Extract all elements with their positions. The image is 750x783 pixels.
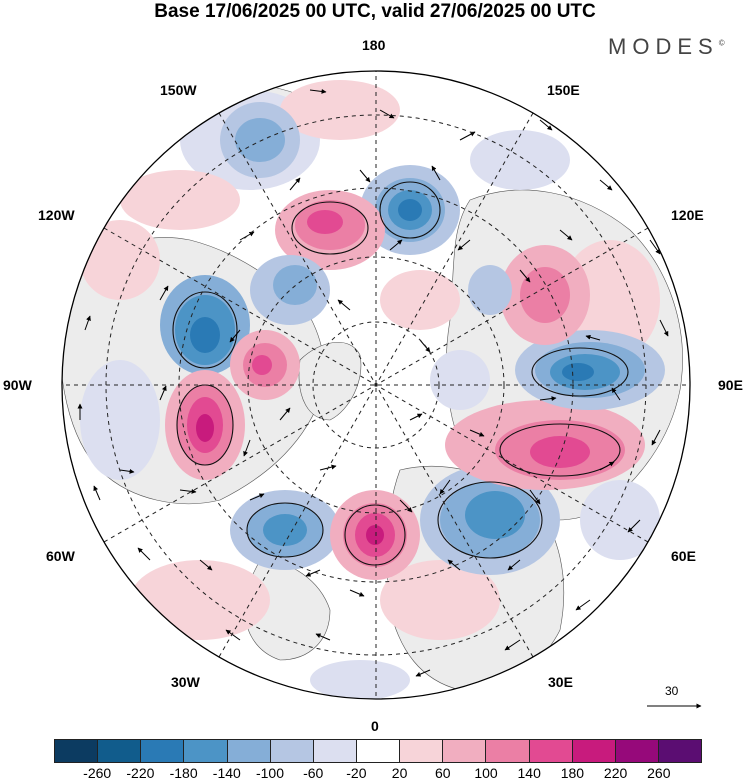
colorbar-swatch [227, 740, 271, 762]
lon-label-90e: 90E [718, 377, 743, 393]
lon-label-30w: 30W [171, 674, 200, 690]
colorbar-swatch [184, 740, 228, 762]
lon-label-0: 0 [371, 718, 379, 734]
colorbar-tick-label: -100 [255, 765, 285, 781]
colorbar-tick-label: 100 [474, 765, 498, 781]
colorbar-swatch [356, 740, 401, 762]
colorbar-ticks: -260 -220 -180 -140 -100 -60 -20 20 60 100 140 180 2… [54, 764, 702, 782]
lon-label-180: 180 [362, 37, 386, 53]
lon-label-120w: 120W [38, 207, 75, 223]
colorbar-swatch [572, 740, 616, 762]
lon-label-150e: 150E [547, 82, 580, 98]
lon-label-60w: 60W [46, 548, 75, 564]
colorbar-swatch [400, 740, 444, 762]
map-field [62, 71, 690, 699]
colorbar-tick-label: 20 [391, 765, 408, 781]
greenland-land [298, 342, 362, 421]
brand-logo: MODES© [608, 34, 725, 60]
colorbar-tick-label: -20 [346, 765, 367, 781]
colorbar-swatch [313, 740, 357, 762]
reference-vector-label: 30 [665, 684, 679, 698]
colorbar-swatch [270, 740, 314, 762]
colorbar-swatch [486, 740, 530, 762]
lon-label-90w: 90W [3, 377, 32, 393]
map-border [61, 70, 691, 700]
colorbar-swatch [98, 740, 142, 762]
colorbar-tick-label: 140 [517, 765, 541, 781]
lon-label-150w: 150W [160, 82, 197, 98]
colorbar [54, 739, 702, 763]
colorbar-swatch [443, 740, 487, 762]
colorbar-tick-label: 180 [560, 765, 585, 781]
graticule [62, 71, 690, 699]
page-title: Base 17/06/2025 00 UTC, valid 27/06/2025… [154, 1, 596, 22]
lon-label-120e: 120E [671, 207, 704, 223]
colorbar-swatch [141, 740, 185, 762]
colorbar-tick-label: 260 [647, 765, 671, 781]
brand-mark: © [718, 38, 725, 48]
colorbar-swatch [658, 740, 702, 762]
colorbar-tick-label: -260 [83, 765, 112, 781]
colorbar-tick-label: -220 [126, 765, 155, 781]
contour-lines [172, 181, 629, 566]
colorbar-tick-label: -60 [303, 765, 324, 781]
lon-label-30e: 30E [548, 674, 573, 690]
colorbar-swatch [529, 740, 573, 762]
colorbar-tick-label: -180 [169, 765, 198, 781]
brand-text: MODES [608, 34, 719, 59]
colorbar-swatch [55, 740, 99, 762]
wind-vectors [77, 88, 669, 677]
colorbar-swatch [615, 740, 659, 762]
colorbar-tick-label: 220 [603, 765, 628, 781]
lon-label-60e: 60E [671, 548, 696, 564]
colorbar-tick-label: 60 [435, 765, 451, 781]
colorbar-tick-label: -140 [212, 765, 241, 781]
